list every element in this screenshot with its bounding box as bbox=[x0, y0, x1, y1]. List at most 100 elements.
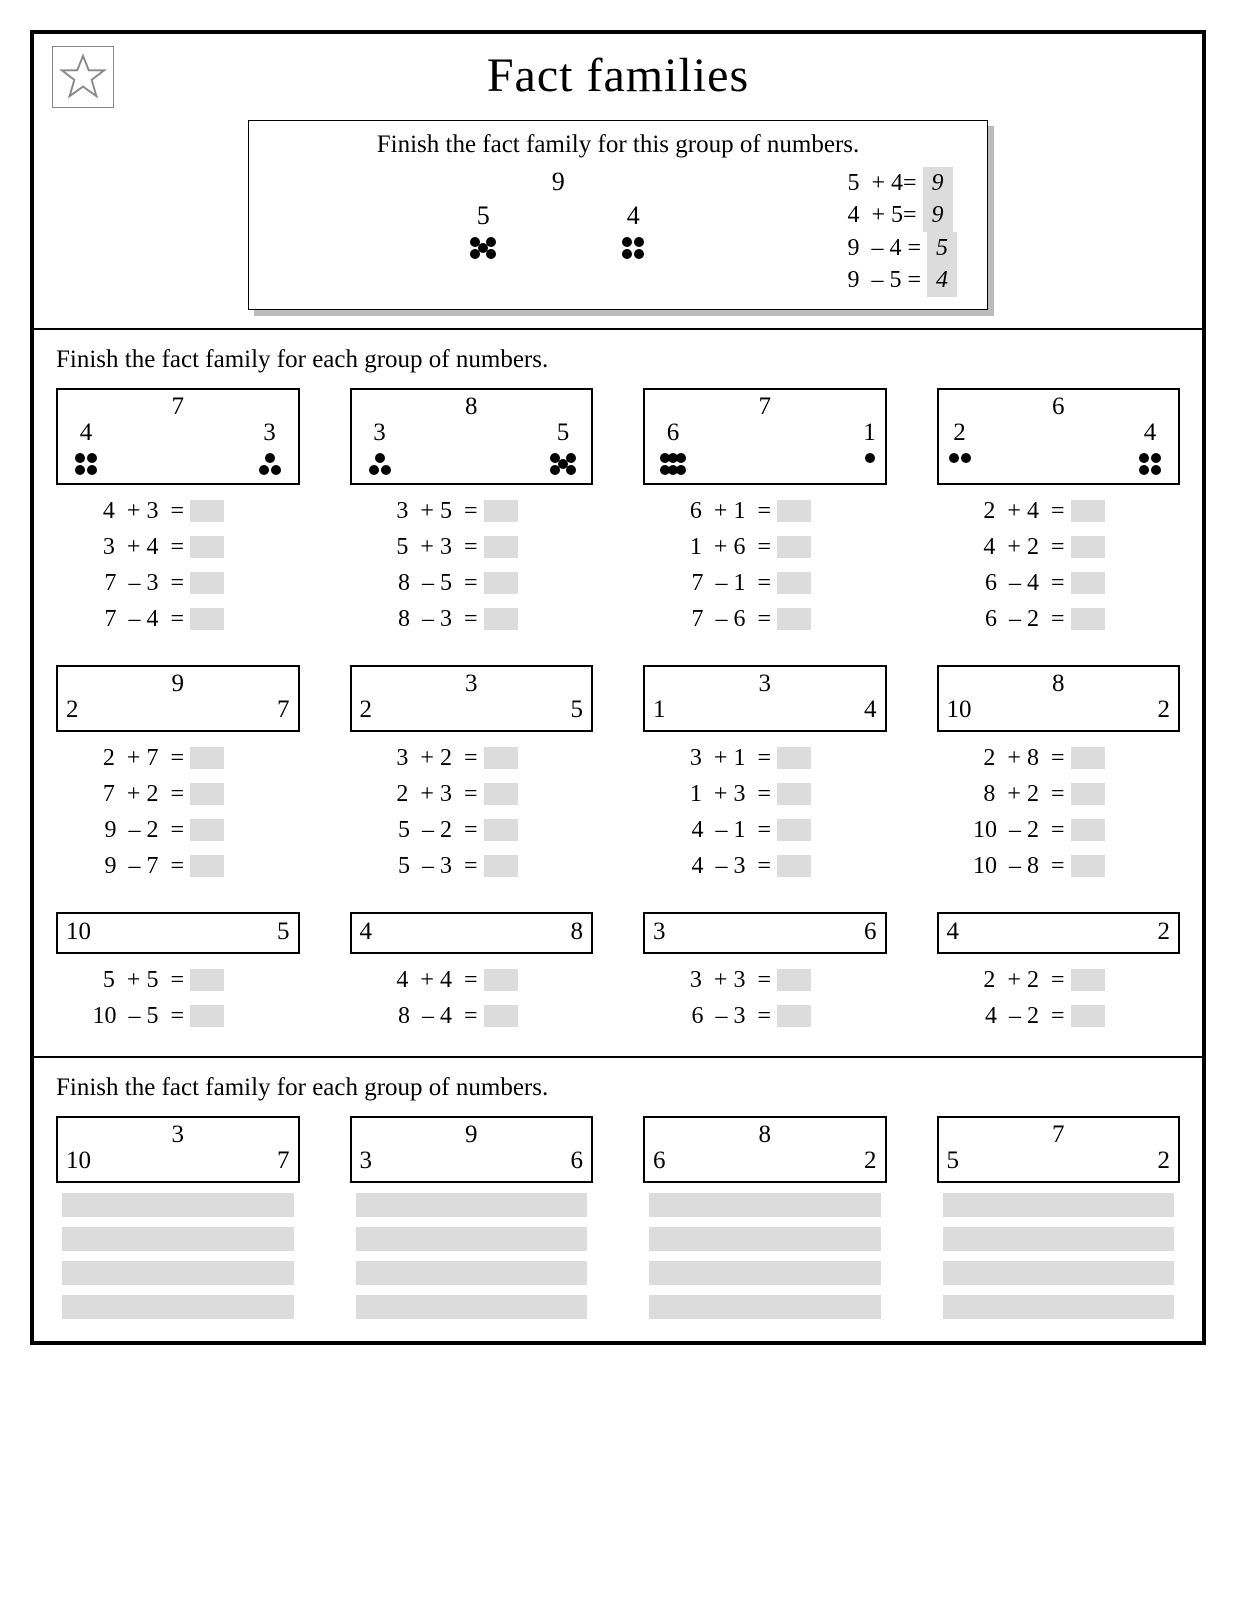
box-left-number: 3 bbox=[360, 1147, 373, 1175]
equation: 5 – 3 = bbox=[374, 848, 594, 884]
answer-blank[interactable] bbox=[777, 783, 811, 805]
answer-blank[interactable] bbox=[190, 572, 224, 594]
number-box: 6 2 4 bbox=[937, 388, 1181, 485]
equation-list: 3 + 1 =1 + 3 =4 – 1 =4 – 3 = bbox=[643, 740, 887, 884]
equation-list: 3 + 3 =6 – 3 = bbox=[643, 962, 887, 1034]
blank-equation-list bbox=[937, 1193, 1181, 1319]
equation: 6 – 3 = bbox=[667, 998, 887, 1034]
answer-blank[interactable] bbox=[1071, 819, 1105, 841]
answer-blank[interactable] bbox=[777, 855, 811, 877]
equation: 2 + 7 = bbox=[80, 740, 300, 776]
box-left-number: 1 bbox=[653, 696, 666, 724]
equation-blank[interactable] bbox=[649, 1227, 881, 1251]
equation: 3 + 3 = bbox=[667, 962, 887, 998]
answer-blank[interactable] bbox=[1071, 969, 1105, 991]
example-box: Finish the fact family for this group of… bbox=[248, 120, 988, 310]
answer-blank[interactable] bbox=[190, 783, 224, 805]
box-top-number: 3 bbox=[653, 671, 877, 696]
answer-blank[interactable] bbox=[484, 608, 518, 630]
equation-blank[interactable] bbox=[356, 1261, 588, 1285]
answer-blank[interactable] bbox=[1071, 783, 1105, 805]
box-top-number: 7 bbox=[947, 1122, 1171, 1147]
answer-blank[interactable] bbox=[777, 969, 811, 991]
answer-blank[interactable] bbox=[190, 855, 224, 877]
equation-list: 4 + 4 =8 – 4 = bbox=[350, 962, 594, 1034]
answer-blank[interactable] bbox=[190, 500, 224, 522]
answer-blank[interactable] bbox=[484, 783, 518, 805]
answer-blank[interactable] bbox=[777, 747, 811, 769]
example-right-number: 4 bbox=[627, 201, 640, 230]
answer-blank[interactable] bbox=[777, 500, 811, 522]
answer-blank[interactable] bbox=[1071, 572, 1105, 594]
answer-blank[interactable] bbox=[1071, 855, 1105, 877]
equation-blank[interactable] bbox=[62, 1227, 294, 1251]
equation: 4 + 4 = bbox=[374, 962, 594, 998]
box-top-number: 8 bbox=[947, 671, 1171, 696]
box-left-number: 6 bbox=[653, 1147, 666, 1175]
equation: 3 + 4 = bbox=[80, 529, 300, 565]
answer-blank[interactable] bbox=[190, 819, 224, 841]
answer-blank[interactable] bbox=[190, 608, 224, 630]
number-box: 9 2 7 bbox=[56, 665, 300, 732]
equation: 6 + 1 = bbox=[667, 493, 887, 529]
equation: 10 – 2 = bbox=[961, 812, 1181, 848]
answer-blank[interactable] bbox=[777, 608, 811, 630]
answer-blank[interactable] bbox=[190, 536, 224, 558]
equation-blank[interactable] bbox=[943, 1193, 1175, 1217]
equation-blank[interactable] bbox=[62, 1261, 294, 1285]
box-right-number: 5 bbox=[571, 696, 584, 724]
answer-blank[interactable] bbox=[484, 572, 518, 594]
example-instruction: Finish the fact family for this group of… bbox=[269, 131, 967, 159]
box-right-number: 2 bbox=[864, 1147, 877, 1175]
box-left-number: 4 bbox=[80, 419, 93, 447]
equation-blank[interactable] bbox=[356, 1295, 588, 1319]
equation-blank[interactable] bbox=[649, 1295, 881, 1319]
answer-blank[interactable] bbox=[484, 747, 518, 769]
answer-blank[interactable] bbox=[484, 855, 518, 877]
header-section: Fact families Finish the fact family for… bbox=[34, 34, 1202, 330]
equation-blank[interactable] bbox=[943, 1295, 1175, 1319]
equation-blank[interactable] bbox=[356, 1193, 588, 1217]
example-equation: 4 + 5= 9 bbox=[847, 199, 957, 231]
answer-blank[interactable] bbox=[1071, 1005, 1105, 1027]
answer-blank[interactable] bbox=[484, 500, 518, 522]
box-left-number: 6 bbox=[667, 419, 680, 447]
answer-blank[interactable] bbox=[1071, 536, 1105, 558]
answer-blank[interactable] bbox=[484, 536, 518, 558]
blank-equation-list bbox=[350, 1193, 594, 1319]
answer-blank[interactable] bbox=[190, 1005, 224, 1027]
equation-list: 2 + 8 =8 + 2 =10 – 2 =10 – 8 = bbox=[937, 740, 1181, 884]
answer-blank[interactable] bbox=[484, 1005, 518, 1027]
equation-blank[interactable] bbox=[943, 1261, 1175, 1285]
example-top-number: 9 bbox=[463, 167, 653, 197]
answer-blank[interactable] bbox=[1071, 747, 1105, 769]
equation-blank[interactable] bbox=[62, 1193, 294, 1217]
answer-blank[interactable] bbox=[190, 969, 224, 991]
answer-blank[interactable] bbox=[484, 819, 518, 841]
equation: 3 + 5 = bbox=[374, 493, 594, 529]
equation-blank[interactable] bbox=[649, 1261, 881, 1285]
equation-blank[interactable] bbox=[649, 1193, 881, 1217]
answer-blank[interactable] bbox=[777, 1005, 811, 1027]
answer-blank[interactable] bbox=[1071, 608, 1105, 630]
dots-icon bbox=[613, 235, 653, 261]
section1-grid: 7 4 3 4 + 3 =3 + 4 =7 – 3 =7 – 4 = 8 3 5… bbox=[56, 388, 1180, 1034]
equation-blank[interactable] bbox=[62, 1295, 294, 1319]
answer-blank[interactable] bbox=[190, 747, 224, 769]
answer-blank[interactable] bbox=[484, 969, 518, 991]
number-box: 3 10 7 bbox=[56, 1116, 300, 1183]
answer-blank[interactable] bbox=[1071, 500, 1105, 522]
box-right-number: 5 bbox=[277, 918, 290, 946]
box-top-number: 9 bbox=[360, 1122, 584, 1147]
equation-blank[interactable] bbox=[943, 1227, 1175, 1251]
equation: 9 – 2 = bbox=[80, 812, 300, 848]
answer-blank[interactable] bbox=[777, 536, 811, 558]
equation: 8 + 2 = bbox=[961, 776, 1181, 812]
problem: 3 6 3 + 3 =6 – 3 = bbox=[643, 912, 887, 1034]
worksheet-page: Fact families Finish the fact family for… bbox=[30, 30, 1206, 1345]
given-answer: 9 bbox=[923, 199, 953, 231]
answer-blank[interactable] bbox=[777, 572, 811, 594]
equation-blank[interactable] bbox=[356, 1227, 588, 1251]
equation: 5 + 3 = bbox=[374, 529, 594, 565]
answer-blank[interactable] bbox=[777, 819, 811, 841]
